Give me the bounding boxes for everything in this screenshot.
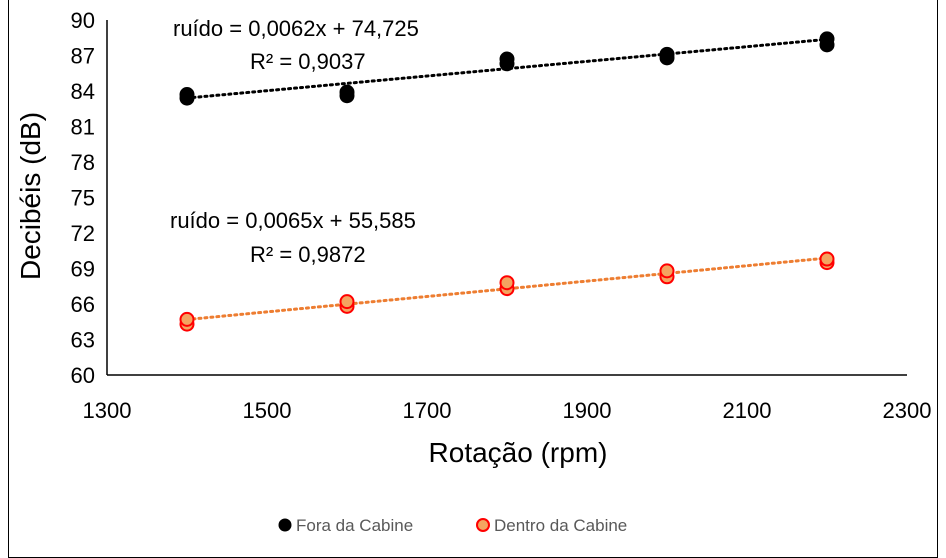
y-tick-labels: 60 63 66 69 72 75 78 81 84 87 90: [71, 8, 95, 388]
data-point-dentro: [499, 275, 515, 291]
y-tick-label: 78: [71, 150, 95, 175]
data-point-fora: [179, 87, 195, 103]
data-point-dentro: [659, 263, 675, 279]
data-point-dentro: [339, 294, 355, 310]
scatter-chart: 60 63 66 69 72 75 78 81 84 87 90 1300 1500 1700 1900 2…: [15, 8, 932, 535]
x-tick-labels: 1300 1500 1700 1900 2100 2300: [83, 398, 932, 423]
legend-label-dentro: Dentro da Cabine: [494, 516, 627, 535]
legend-marker-dentro: [476, 518, 490, 532]
x-tick-label: 2100: [723, 398, 772, 423]
y-tick-label: 81: [71, 115, 95, 140]
x-tick-label: 1900: [563, 398, 612, 423]
y-tick-label: 60: [71, 363, 95, 388]
legend-label-fora: Fora da Cabine: [296, 516, 413, 535]
data-point-fora: [659, 46, 675, 62]
y-tick-label: 75: [71, 186, 95, 211]
x-tick-label: 1700: [403, 398, 452, 423]
y-axis-title: Decibéis (dB): [15, 112, 46, 280]
y-tick-label: 72: [71, 221, 95, 246]
x-tick-label: 1300: [83, 398, 132, 423]
data-point-fora: [819, 31, 835, 47]
equation-label-dentro: ruído = 0,0065x + 55,585: [170, 208, 416, 233]
data-point-dentro: [179, 311, 195, 327]
data-point-fora: [339, 84, 355, 100]
x-tick-label: 2300: [883, 398, 932, 423]
r2-label-dentro: R² = 0,9872: [250, 242, 366, 267]
axes-group: [106, 20, 907, 376]
x-axis-title: Rotação (rpm): [429, 437, 608, 468]
trendline-equations: ruído = 0,0062x + 74,725 R² = 0,9037 ruí…: [170, 16, 419, 267]
r2-label-fora: R² = 0,9037: [250, 49, 366, 74]
data-points: [179, 31, 835, 332]
y-tick-label: 90: [71, 8, 95, 33]
y-tick-label: 87: [71, 44, 95, 69]
data-point-dentro: [819, 251, 835, 267]
y-tick-label: 63: [71, 328, 95, 353]
data-point-fora: [499, 51, 515, 67]
y-tick-label: 69: [71, 257, 95, 282]
equation-label-fora: ruído = 0,0062x + 74,725: [173, 16, 419, 41]
y-tick-label: 84: [71, 79, 95, 104]
legend: Fora da Cabine Dentro da Cabine: [278, 516, 627, 535]
y-tick-label: 66: [71, 292, 95, 317]
x-tick-label: 1500: [243, 398, 292, 423]
legend-marker-fora: [278, 518, 292, 532]
